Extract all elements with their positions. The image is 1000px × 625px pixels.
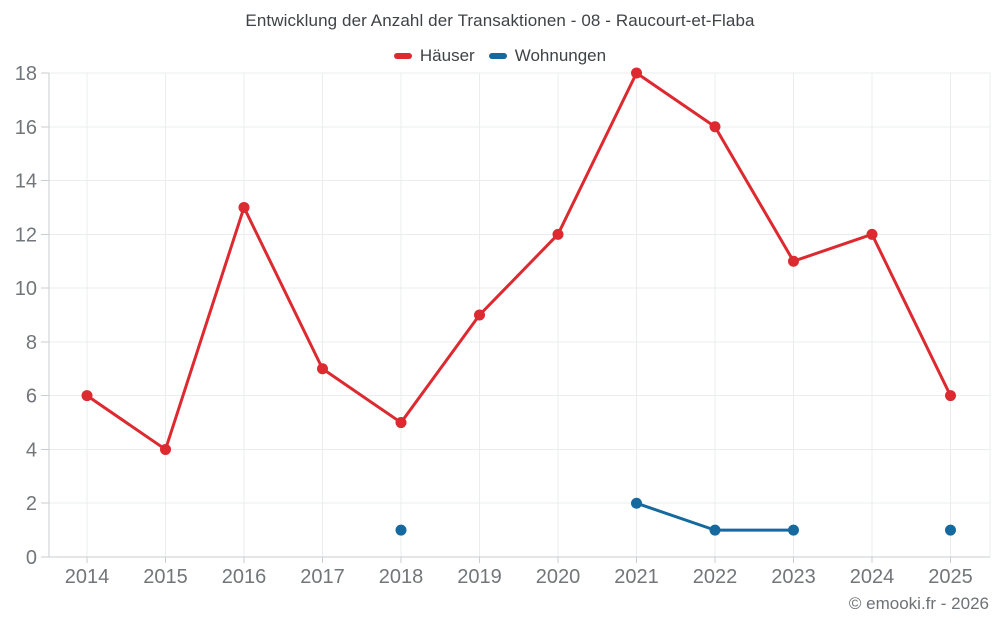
y-tick-label: 0	[26, 547, 37, 569]
x-tick-label: 2018	[379, 566, 424, 588]
data-point[interactable]	[81, 390, 93, 402]
wohnungen-legend-label: Wohnungen	[514, 46, 607, 65]
legend-item-wohnungen[interactable]: Wohnungen	[488, 46, 607, 66]
data-point[interactable]	[474, 309, 485, 321]
tick-labels: 0 2 4 6 8 10 12 14 16 18 2014 2015 2016 2017 2018 2019 2…	[15, 63, 973, 588]
x-tick-label: 2014	[65, 566, 110, 588]
y-tick-label: 16	[15, 117, 37, 139]
x-tick-label: 2025	[928, 566, 973, 588]
data-point[interactable]	[945, 390, 956, 402]
x-tick-label: 2017	[300, 566, 345, 588]
x-tick-label: 2020	[536, 566, 581, 588]
y-tick-label: 12	[15, 224, 37, 246]
data-point[interactable]	[945, 524, 956, 536]
data-point[interactable]	[788, 524, 799, 536]
haeuser-series-swatch-icon	[393, 53, 412, 59]
data-point[interactable]	[395, 417, 407, 429]
data-point[interactable]	[160, 443, 171, 455]
data-point[interactable]	[709, 121, 721, 133]
x-tick-label: 2015	[143, 566, 188, 588]
y-tick-label: 2	[26, 493, 37, 515]
x-tick-label: 2016	[222, 566, 267, 588]
y-tick-label: 18	[15, 63, 37, 85]
y-tick-label: 14	[15, 171, 37, 193]
data-point[interactable]	[631, 67, 642, 79]
data-point[interactable]	[552, 228, 564, 240]
data-point[interactable]	[788, 255, 799, 267]
haeuser-legend-label: Häuser	[419, 46, 475, 65]
axes	[41, 72, 990, 563]
x-tick-label: 2019	[457, 566, 502, 588]
chart-title: Entwicklung der Anzahl der Transaktionen…	[245, 11, 755, 30]
data-point[interactable]	[238, 201, 250, 213]
data-point[interactable]	[709, 524, 721, 536]
series-wohnungen	[395, 497, 956, 536]
data-point[interactable]	[866, 228, 878, 240]
series-häuser	[81, 67, 956, 455]
x-tick-label: 2024	[850, 566, 895, 588]
data-point[interactable]	[631, 497, 642, 509]
gridlines	[49, 72, 991, 557]
copyright-credit: © emooki.fr - 2026	[848, 594, 989, 613]
y-tick-label: 6	[26, 386, 37, 408]
y-tick-label: 4	[26, 439, 37, 461]
legend-item-haeuser[interactable]: Häuser	[393, 46, 475, 66]
data-point[interactable]	[317, 363, 328, 375]
wohnungen-series-swatch-icon	[488, 53, 507, 59]
chart-legend: Häuser Wohnungen	[0, 46, 1000, 66]
data-point[interactable]	[395, 524, 407, 536]
y-tick-label: 8	[26, 332, 37, 354]
x-tick-label: 2022	[693, 566, 738, 588]
x-tick-label: 2021	[614, 566, 659, 588]
y-tick-label: 10	[15, 278, 37, 300]
x-tick-label: 2023	[771, 566, 816, 588]
